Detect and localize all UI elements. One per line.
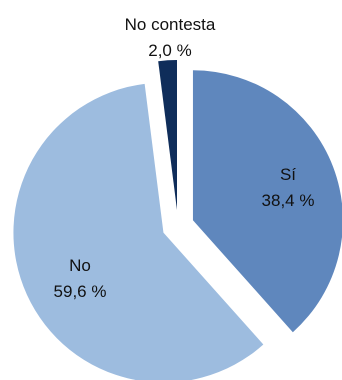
slice-value-label-1: 38,4 % [262,191,315,210]
pie-slice-3 [158,60,177,211]
slice-label-3: No contesta [125,15,216,34]
slice-value-label-2: 59,6 % [54,282,107,301]
pie-slice-2 [13,83,264,380]
pie-slices [13,60,342,380]
pie-labels: Sí 38,4 % No 59,6 % No contesta 2,0 % [54,15,315,301]
slice-value-label-3: 2,0 % [148,41,191,60]
slice-label-1: Sí [280,165,296,184]
pie-slice-1 [192,70,342,333]
slice-label-2: No [69,256,91,275]
